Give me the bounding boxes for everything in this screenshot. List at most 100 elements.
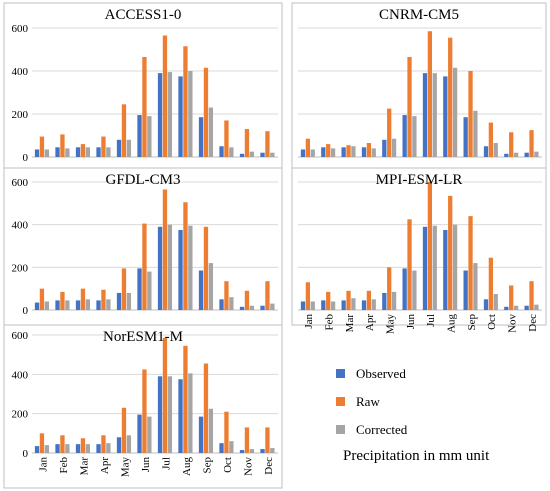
bar-observed-sep xyxy=(198,117,204,157)
bar-corrected-may xyxy=(126,139,132,157)
bar-corrected-jun xyxy=(147,416,152,453)
bar-observed-apr xyxy=(361,300,367,310)
bar-observed-may xyxy=(116,139,122,157)
bar-observed-dec xyxy=(260,305,265,310)
bar-corrected-dec xyxy=(534,304,539,310)
bar-corrected-aug xyxy=(188,373,193,453)
legend: Observed Raw Corrected xyxy=(336,366,408,437)
bar-raw-feb xyxy=(326,144,331,157)
bar-observed-nov xyxy=(239,450,245,453)
bar-observed-mar xyxy=(341,300,346,310)
bar-corrected-dec xyxy=(270,448,275,453)
bar-raw-may xyxy=(387,108,392,158)
month-label: Mar xyxy=(78,457,90,476)
bar-corrected-sep xyxy=(208,408,214,453)
bar-raw-apr xyxy=(101,435,106,453)
bar-observed-jul xyxy=(422,226,428,310)
bar-raw-nov xyxy=(509,285,514,310)
legend-swatch-observed xyxy=(336,369,345,378)
legend-swatch-corrected xyxy=(336,425,345,434)
y-tick-label: 400 xyxy=(12,369,29,381)
bar-corrected-nov xyxy=(249,449,255,453)
bar-observed-feb xyxy=(321,300,326,310)
bar-raw-dec xyxy=(265,281,270,310)
bar-raw-sep xyxy=(203,226,209,310)
bar-raw-jan xyxy=(305,282,311,310)
bar-corrected-jul xyxy=(167,376,173,453)
bar-raw-mar xyxy=(80,144,86,157)
bar-corrected-jan xyxy=(44,445,50,453)
bar-observed-sep xyxy=(463,270,468,310)
bar-raw-oct xyxy=(488,122,494,157)
bar-observed-jul xyxy=(157,226,163,310)
bar-observed-mar xyxy=(75,300,81,310)
bar-corrected-apr xyxy=(106,443,111,453)
bar-corrected-oct xyxy=(229,297,234,310)
bar-observed-jan xyxy=(34,302,40,310)
month-label: Dec xyxy=(263,457,275,475)
bar-corrected-mar xyxy=(85,444,91,453)
bar-observed-apr xyxy=(96,300,101,310)
bar-observed-jan xyxy=(34,446,40,453)
bar-raw-mar xyxy=(346,145,351,157)
bar-raw-apr xyxy=(101,289,106,310)
y-tick-label: 200 xyxy=(12,262,29,274)
month-label: Aug xyxy=(446,314,458,333)
month-label: Mar xyxy=(344,314,356,333)
bar-corrected-sep xyxy=(208,107,214,157)
bar-raw-may xyxy=(121,268,127,310)
bar-raw-jul xyxy=(162,189,168,310)
month-label: Apr xyxy=(364,314,376,331)
panel-title: ACCESS1-0 xyxy=(105,7,182,23)
bar-observed-oct xyxy=(483,146,489,157)
bar-observed-mar xyxy=(75,147,81,157)
month-label: Jun xyxy=(405,314,417,330)
bar-observed-sep xyxy=(198,416,204,453)
panel-frame xyxy=(291,167,547,326)
bar-raw-jan xyxy=(39,136,45,157)
bar-observed-feb xyxy=(55,147,60,157)
y-tick-label: 600 xyxy=(12,23,29,35)
bar-raw-apr xyxy=(366,143,372,157)
bar-raw-mar xyxy=(346,290,351,310)
y-tick-label: 0 xyxy=(23,448,29,460)
bar-corrected-oct xyxy=(229,147,234,157)
bar-raw-sep xyxy=(468,71,473,157)
bar-raw-jul xyxy=(162,35,168,157)
bar-raw-may xyxy=(387,267,392,310)
panel-title: NorESM1-M xyxy=(103,329,183,345)
bar-raw-aug xyxy=(448,37,453,157)
bar-raw-sep xyxy=(203,67,209,157)
bar-corrected-apr xyxy=(371,148,376,157)
bar-observed-jul xyxy=(157,376,163,453)
month-label: Feb xyxy=(58,457,70,474)
bar-observed-oct xyxy=(219,299,224,310)
bar-raw-jul xyxy=(427,182,433,310)
bar-raw-apr xyxy=(101,136,106,157)
bar-raw-mar xyxy=(80,438,86,453)
bar-corrected-jan xyxy=(310,149,315,157)
bar-raw-sep xyxy=(468,216,473,310)
bar-corrected-nov xyxy=(249,305,255,310)
bar-raw-jun xyxy=(142,369,147,453)
bar-corrected-oct xyxy=(493,294,498,310)
legend-label-raw: Raw xyxy=(356,394,380,409)
chart-panel-5: 0 200 400 600 NorESM1-M Jan Feb Mar Apr May Jun Jul… xyxy=(3,324,283,489)
y-tick-label: 400 xyxy=(12,66,29,78)
legend-label-observed: Observed xyxy=(356,366,406,381)
bar-observed-jun xyxy=(137,268,142,310)
bar-corrected-sep xyxy=(473,263,478,310)
bar-observed-nov xyxy=(239,153,245,157)
bar-observed-oct xyxy=(219,443,224,453)
bar-observed-jan xyxy=(300,149,306,157)
bar-observed-nov xyxy=(239,306,245,310)
bar-corrected-may xyxy=(391,138,397,157)
bar-corrected-jan xyxy=(310,301,315,310)
bar-observed-may xyxy=(116,292,122,310)
bar-observed-jan xyxy=(300,301,306,310)
bar-observed-feb xyxy=(55,300,60,310)
bar-observed-dec xyxy=(260,449,265,453)
bar-raw-jul xyxy=(427,31,433,158)
bar-observed-aug xyxy=(178,230,183,310)
bar-corrected-mar xyxy=(85,299,91,310)
